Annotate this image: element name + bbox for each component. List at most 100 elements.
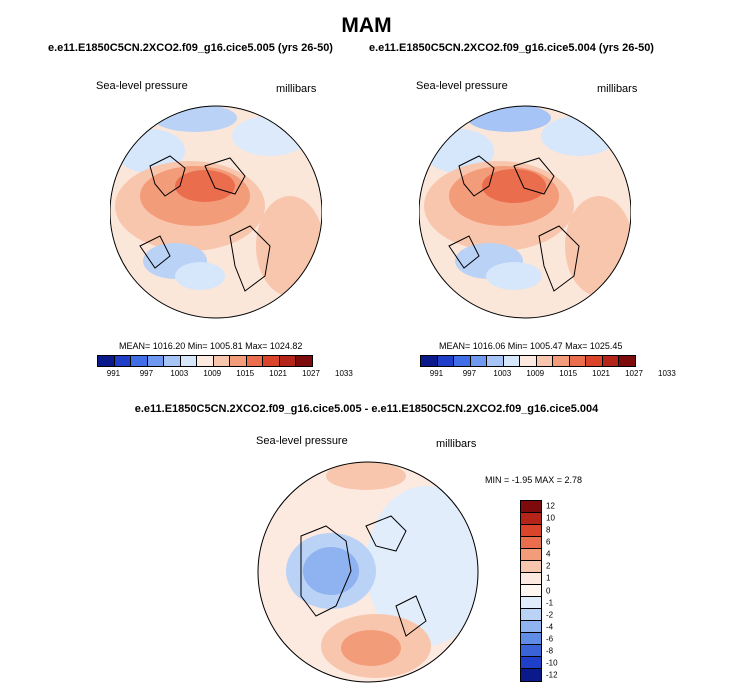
diff-high-south-core: [341, 630, 401, 666]
colorbar-tick-label: 8: [546, 525, 551, 535]
diff-stats: MIN = -1.95 MAX = 2.78: [485, 475, 583, 485]
colorbar-tick-label: -12: [546, 670, 558, 680]
diff-colorbar: [520, 500, 542, 682]
colorbar-swatch: [421, 356, 438, 366]
colorbar-tick-label: 1033: [658, 369, 676, 378]
colorbar-swatch: [569, 356, 587, 366]
colorbar-tick-label: 1015: [559, 369, 578, 378]
panel1-stats: MEAN= 1016.20 Min= 1005.81 Max= 1024.82: [119, 341, 303, 351]
colorbar-swatch: [296, 356, 312, 366]
colorbar-swatch: [164, 356, 181, 366]
colorbar-swatch: [131, 356, 148, 366]
colorbar-swatch: [521, 597, 541, 609]
colorbar-swatch: [553, 356, 570, 366]
colorbar-tick-label: 1027: [625, 369, 643, 378]
diff-colorbar-ticks: 12 10 8 6 4 2 1 0 -1 -2 -4 -6 -8 -10 -12: [546, 500, 576, 681]
colorbar-swatch: [521, 657, 541, 669]
colorbar-swatch: [521, 525, 541, 537]
colorbar-tick-label: 991: [429, 369, 444, 378]
colorbar-swatch: [521, 501, 541, 513]
colorbar-tick-label: -8: [546, 646, 554, 656]
diff-map-border: [257, 461, 479, 683]
colorbar-tick-label: 2: [546, 561, 551, 571]
colorbar-swatch: [213, 356, 231, 366]
diff-high-north: [326, 462, 406, 490]
colorbar-tick-label: 1009: [203, 369, 222, 378]
colorbar-tick-label: -6: [546, 634, 554, 644]
colorbar-tick-label: 1021: [269, 369, 287, 378]
colorbar-swatch: [503, 356, 521, 366]
diff-case-title: e.e11.E1850C5CN.2XCO2.f09_g16.cice5.005 …: [134, 403, 599, 415]
colorbar-tick-label: 997: [139, 369, 154, 378]
colorbar-tick-label: -2: [546, 610, 554, 620]
panel2-low-northeast: [541, 116, 617, 156]
panel2-polar-map: [419, 105, 631, 319]
colorbar-swatch: [521, 585, 541, 597]
panel1-polar-map: [110, 105, 322, 319]
colorbar-swatch: [619, 356, 635, 366]
panel2-case-title: e.e11.E1850C5CN.2XCO2.f09_g16.cice5.004 …: [369, 42, 654, 54]
panel2-high-east: [565, 196, 631, 296]
panel1-low-atlantic-outer: [175, 262, 225, 290]
colorbar-swatch: [114, 356, 132, 366]
colorbar-tick-label: -4: [546, 622, 554, 632]
panel2-colorbar-ticks: 991 997 1003 1009 1015 1021 1027 1033: [420, 369, 676, 381]
colorbar-tick-label: 4: [546, 549, 551, 559]
panel1-coastlines: [139, 155, 271, 292]
colorbar-tick-label: 1003: [493, 369, 512, 378]
colorbar-swatch: [521, 645, 541, 657]
colorbar-swatch: [521, 537, 541, 549]
colorbar-swatch: [470, 356, 488, 366]
colorbar-tick-label: 12: [546, 501, 555, 511]
panel1-variable-label: Sea-level pressure: [96, 80, 188, 92]
colorbar-tick-label: 991: [106, 369, 121, 378]
panel1-units-label: millibars: [276, 83, 317, 95]
panel2-units-label: millibars: [597, 83, 638, 95]
diff-units-label: millibars: [436, 438, 477, 450]
diff-variable-label: Sea-level pressure: [256, 435, 348, 447]
panel2-colorbar: [420, 355, 636, 367]
colorbar-swatch: [521, 573, 541, 585]
colorbar-tick-label: 1009: [526, 369, 545, 378]
panel1-low-northeast: [232, 116, 308, 156]
panel2-map-border: [419, 105, 631, 319]
colorbar-swatch: [197, 356, 214, 366]
panel2-coastlines: [448, 155, 580, 292]
colorbar-swatch: [521, 561, 541, 573]
colorbar-tick-label: 10: [546, 513, 555, 523]
colorbar-swatch: [521, 513, 541, 525]
colorbar-swatch: [98, 356, 115, 366]
panel1-high-core: [175, 170, 235, 202]
panel2-high-core: [482, 169, 546, 203]
panel2-low-atlantic-outer: [486, 262, 542, 290]
colorbar-swatch: [521, 633, 541, 645]
panel2-low-pacific: [467, 106, 551, 132]
colorbar-swatch: [487, 356, 504, 366]
colorbar-tick-label: -10: [546, 658, 558, 668]
colorbar-swatch: [437, 356, 455, 366]
colorbar-swatch: [602, 356, 620, 366]
colorbar-tick-label: 1003: [170, 369, 189, 378]
panel1-map-border: [110, 105, 322, 319]
panel1-case-title: e.e11.E1850C5CN.2XCO2.f09_g16.cice5.005 …: [48, 42, 333, 54]
colorbar-swatch: [521, 549, 541, 561]
colorbar-tick-label: 1033: [335, 369, 353, 378]
colorbar-tick-label: -1: [546, 598, 554, 608]
colorbar-swatch: [147, 356, 165, 366]
colorbar-swatch: [180, 356, 198, 366]
colorbar-swatch: [520, 356, 537, 366]
colorbar-swatch: [586, 356, 603, 366]
panel1-colorbar-ticks: 991 997 1003 1009 1015 1021 1027 1033: [97, 369, 353, 381]
colorbar-swatch: [521, 669, 541, 681]
diff-coastlines: [300, 515, 427, 637]
panel1-colorbar: [97, 355, 313, 367]
figure-title: MAM: [341, 14, 392, 37]
colorbar-tick-label: 1021: [592, 369, 610, 378]
diff-polar-map: [257, 461, 479, 683]
panel1-high-east: [256, 196, 322, 296]
diff-low-center-core: [303, 547, 359, 595]
colorbar-swatch: [279, 356, 297, 366]
colorbar-tick-label: 1015: [236, 369, 255, 378]
colorbar-tick-label: 0: [546, 586, 551, 595]
panel2-stats: MEAN= 1016.06 Min= 1005.47 Max= 1025.45: [439, 341, 623, 351]
